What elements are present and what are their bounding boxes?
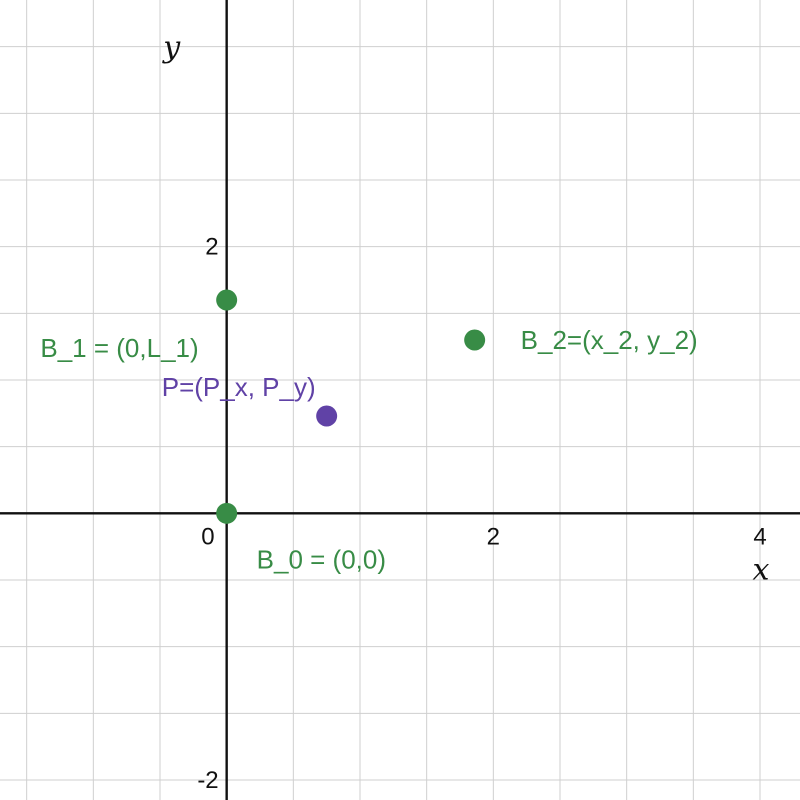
data-point[interactable]: [464, 329, 486, 351]
point-label: B_2=(x_2, y_2): [521, 325, 698, 355]
x-tick-label: 2: [487, 523, 500, 550]
tick-labels: 0 2 4 2 -2: [197, 234, 766, 794]
x-axis-title: x: [753, 552, 770, 587]
point-label: P=(P_x, P_y): [162, 372, 316, 402]
data-point[interactable]: [216, 289, 238, 311]
y-axis-title: y: [161, 30, 181, 65]
x-tick-label: 4: [753, 523, 766, 550]
x-tick-label: 0: [201, 523, 214, 550]
y-tick-label: -2: [197, 767, 218, 794]
data-point[interactable]: [316, 405, 338, 427]
point-label: B_0 = (0,0): [257, 544, 386, 574]
point-label: B_1 = (0,L_1): [40, 333, 198, 363]
y-tick-label: 2: [205, 234, 218, 261]
data-point[interactable]: [216, 502, 238, 524]
data-points: B_0 = (0,0) B_1 = (0,L_1) B_2=(x_2, y_2) P=…: [40, 289, 698, 574]
